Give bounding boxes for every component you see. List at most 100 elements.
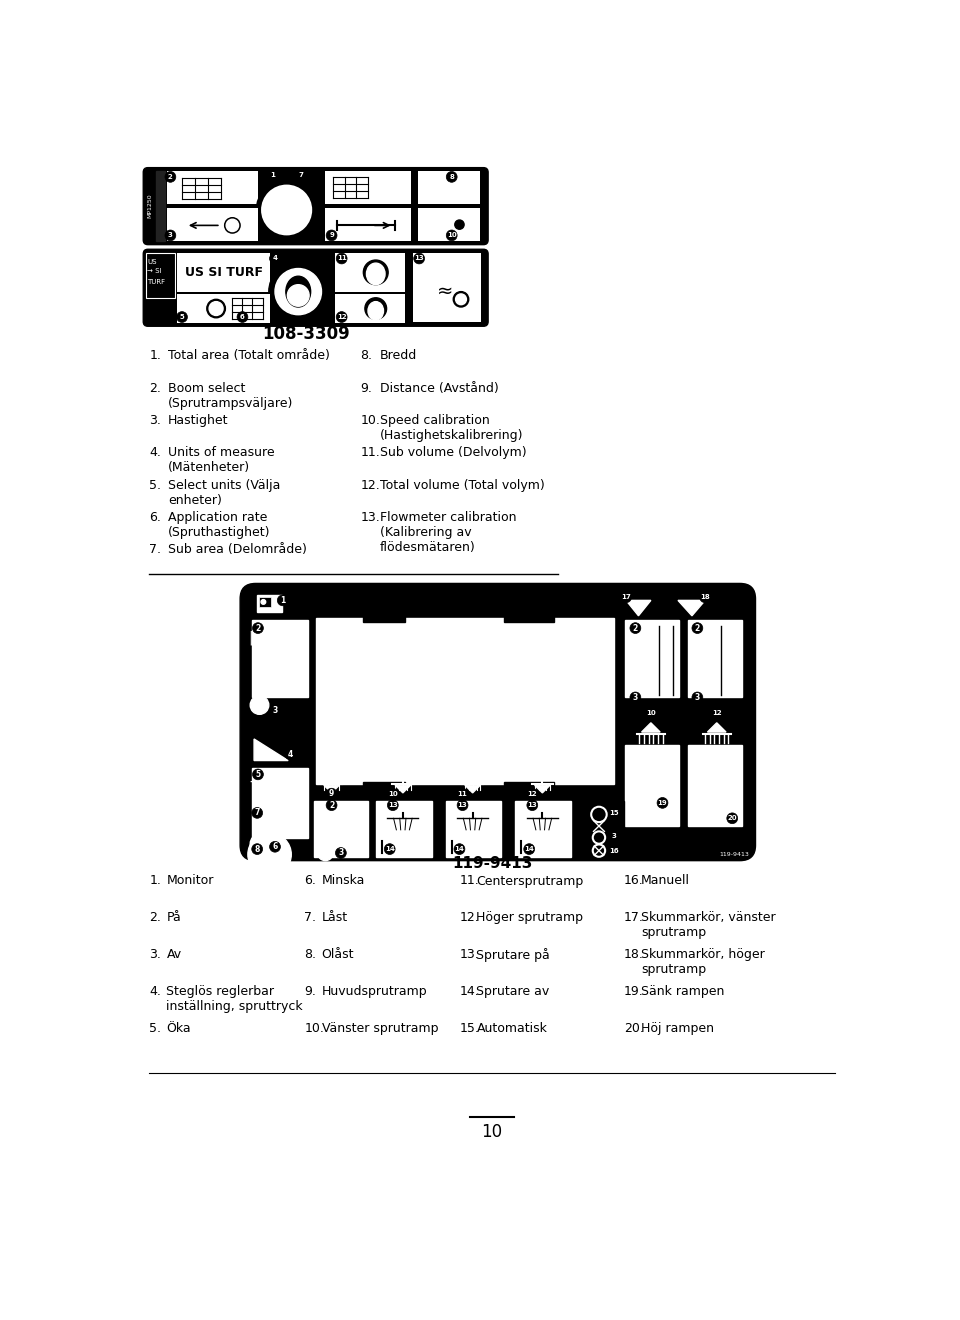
Circle shape xyxy=(649,684,660,696)
Text: Distance (Avstånd): Distance (Avstånd) xyxy=(379,381,498,395)
Text: 9.: 9. xyxy=(304,985,317,998)
Circle shape xyxy=(609,808,620,818)
Text: 3: 3 xyxy=(273,706,277,715)
Text: 3: 3 xyxy=(168,232,173,239)
Bar xyxy=(259,822,267,829)
Text: Speed calibration
(Hastighetskalibrering): Speed calibration (Hastighetskalibrering… xyxy=(379,414,523,442)
Circle shape xyxy=(291,821,301,832)
Text: 3: 3 xyxy=(633,693,638,702)
Text: 12: 12 xyxy=(337,314,347,319)
Text: Öka: Öka xyxy=(166,1022,191,1035)
Text: 2.: 2. xyxy=(150,911,161,924)
Polygon shape xyxy=(396,785,411,793)
Circle shape xyxy=(255,180,318,240)
Circle shape xyxy=(270,253,280,264)
Polygon shape xyxy=(465,785,480,793)
Text: 6.: 6. xyxy=(304,874,317,887)
Bar xyxy=(504,615,554,622)
Text: 13: 13 xyxy=(458,803,468,808)
Circle shape xyxy=(335,847,347,858)
Text: 5: 5 xyxy=(180,314,184,319)
Text: 13: 13 xyxy=(388,803,397,808)
Ellipse shape xyxy=(287,285,309,306)
Bar xyxy=(363,615,405,622)
Bar xyxy=(445,800,501,857)
Text: Vänster sprutramp: Vänster sprutramp xyxy=(322,1022,438,1035)
Polygon shape xyxy=(678,601,706,615)
Bar xyxy=(252,620,307,697)
Bar xyxy=(146,253,175,298)
Circle shape xyxy=(275,268,322,314)
Circle shape xyxy=(692,684,703,696)
Circle shape xyxy=(609,830,620,841)
Text: 13: 13 xyxy=(527,803,538,808)
Text: Automatisk: Automatisk xyxy=(476,1022,547,1035)
Circle shape xyxy=(267,170,278,181)
Text: 119-9413: 119-9413 xyxy=(719,851,750,857)
Text: 4: 4 xyxy=(273,256,277,261)
Text: -: - xyxy=(248,838,253,853)
Circle shape xyxy=(630,623,641,634)
Text: Sänk rampen: Sänk rampen xyxy=(641,985,724,998)
Text: 10: 10 xyxy=(646,710,656,715)
Bar xyxy=(413,253,481,322)
Text: Höj rampen: Höj rampen xyxy=(641,1022,714,1035)
Circle shape xyxy=(700,591,710,603)
Circle shape xyxy=(261,185,312,235)
Text: 16.: 16. xyxy=(624,874,643,887)
Circle shape xyxy=(365,298,387,319)
Circle shape xyxy=(251,834,269,853)
Text: 18.: 18. xyxy=(624,948,643,961)
Circle shape xyxy=(251,696,269,714)
Bar xyxy=(363,781,405,788)
Text: 8: 8 xyxy=(449,174,454,180)
Circle shape xyxy=(384,843,396,854)
Bar xyxy=(178,253,271,292)
Text: Application rate
(Spruthastighet): Application rate (Spruthastighet) xyxy=(168,511,271,539)
Text: 12.: 12. xyxy=(460,911,479,924)
Text: 2.: 2. xyxy=(150,381,161,395)
Text: Boom select
(Sprutrampsväljare): Boom select (Sprutrampsväljare) xyxy=(168,381,294,409)
Text: TURF: TURF xyxy=(147,279,165,285)
Circle shape xyxy=(456,294,467,305)
Text: 7: 7 xyxy=(254,808,260,817)
Circle shape xyxy=(261,599,266,605)
Text: Sprutare på: Sprutare på xyxy=(476,948,550,962)
Circle shape xyxy=(326,788,337,799)
Text: |: | xyxy=(248,630,252,644)
Text: Centersprutramp: Centersprutramp xyxy=(476,874,584,887)
Ellipse shape xyxy=(367,263,385,285)
Text: ≈: ≈ xyxy=(438,282,454,301)
Bar xyxy=(516,800,571,857)
Bar xyxy=(166,172,258,203)
Circle shape xyxy=(692,692,703,702)
Text: 6: 6 xyxy=(273,842,277,851)
Circle shape xyxy=(727,813,737,824)
Bar xyxy=(316,618,614,784)
Text: 11: 11 xyxy=(337,256,347,261)
Text: 8: 8 xyxy=(254,845,260,854)
Text: 20.: 20. xyxy=(624,1022,643,1035)
Text: Monitor: Monitor xyxy=(166,874,214,887)
Text: 3: 3 xyxy=(695,693,700,702)
Circle shape xyxy=(692,623,703,634)
Text: 8.: 8. xyxy=(360,350,372,363)
Text: Flowmeter calibration
(Kalibrering av
flödesmätaren): Flowmeter calibration (Kalibrering av fl… xyxy=(379,511,516,554)
Polygon shape xyxy=(641,723,660,733)
Text: 119-9413: 119-9413 xyxy=(452,857,532,871)
Text: 9: 9 xyxy=(329,789,334,799)
Circle shape xyxy=(326,230,337,240)
Text: 4.: 4. xyxy=(150,985,161,998)
Polygon shape xyxy=(324,785,339,793)
Text: 5: 5 xyxy=(255,770,260,779)
Circle shape xyxy=(527,788,538,799)
Text: 10: 10 xyxy=(446,232,457,239)
Text: Olåst: Olåst xyxy=(322,948,354,961)
Circle shape xyxy=(252,808,263,818)
Circle shape xyxy=(326,800,337,810)
Text: 9: 9 xyxy=(329,232,334,239)
Text: 7.: 7. xyxy=(304,911,317,924)
Circle shape xyxy=(609,845,620,855)
Bar xyxy=(335,294,405,323)
FancyBboxPatch shape xyxy=(143,168,488,244)
